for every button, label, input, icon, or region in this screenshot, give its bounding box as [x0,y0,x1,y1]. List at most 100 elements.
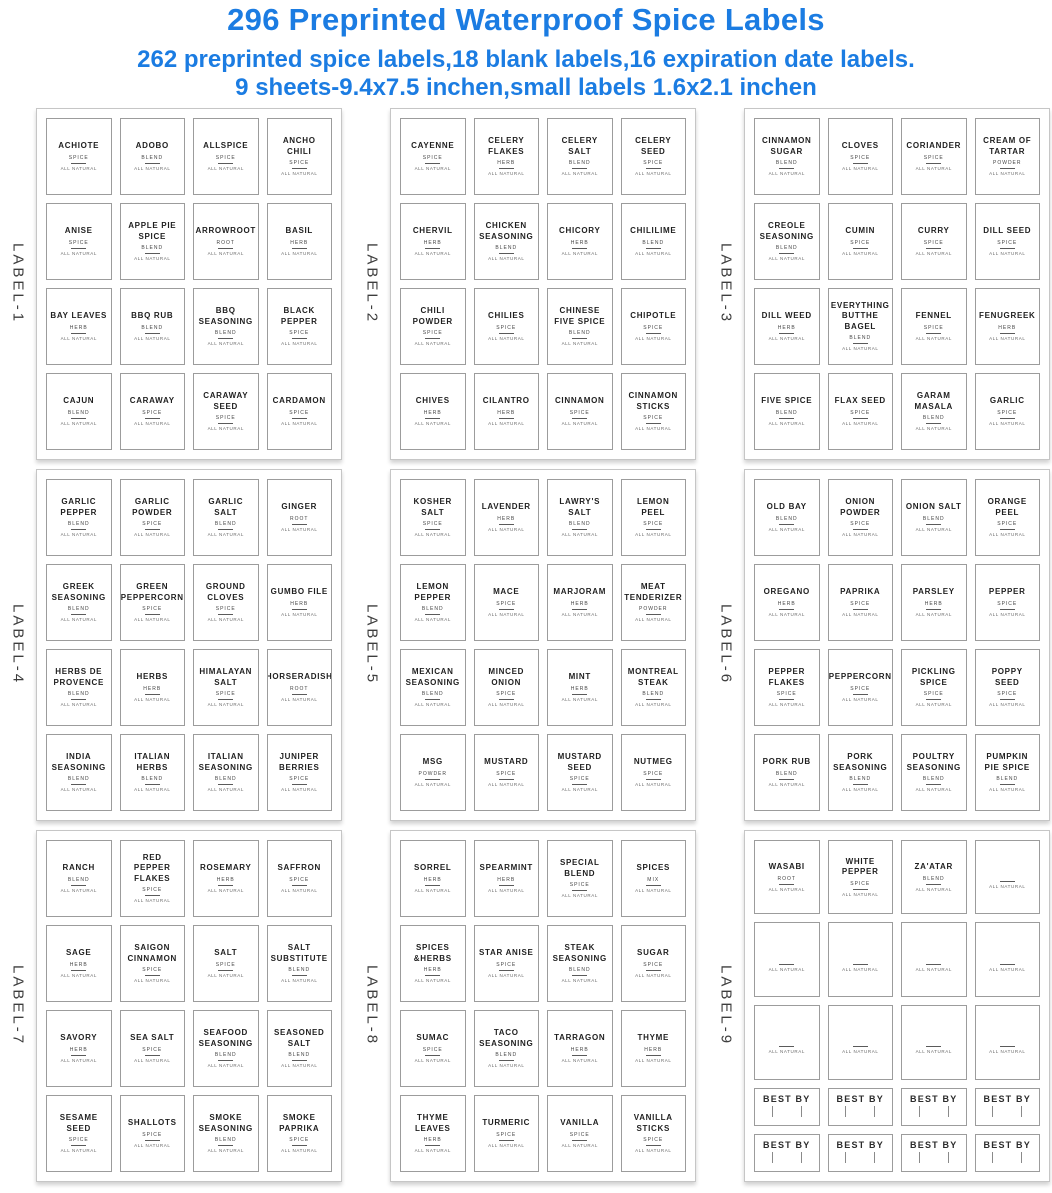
label-type: SPICE [569,776,590,783]
label-type: SPICE [923,154,944,161]
all-natural-text: ALL NATURAL [842,346,879,352]
all-natural-text: ALL NATURAL [768,420,805,426]
all-natural-text: ALL NATURAL [768,886,805,892]
label-type: HERB [290,600,309,607]
spice-label-card: HORSERADISH ROOT ALL NATURAL [266,648,332,726]
type-underline [645,332,661,334]
spice-label-card: SEASONED SALT BLEND ALL NATURAL [266,1009,332,1087]
spice-label-card: DILL SEED SPICE ALL NATURAL [974,202,1040,280]
blank-label-inner: ALL NATURAL [916,1044,952,1054]
type-underline [425,778,441,780]
date-divider [1021,1151,1023,1163]
spice-label-card: SMOKE SEASONING BLEND ALL NATURAL [193,1094,259,1172]
type-underline [218,699,234,701]
best-by-text: BEST BY [836,1093,884,1104]
label-name: SPEARMINT [479,863,533,873]
label-type: SPICE [215,154,236,161]
spice-label-card: PARSLEY HERB ALL NATURAL [901,563,967,641]
all-natural-text: ALL NATURAL [60,1057,97,1063]
sheet-side-label-text: LABEL-1 [9,243,27,325]
label-type: SPICE [923,239,944,246]
label-name: CUMIN [845,226,876,236]
all-natural-text: ALL NATURAL [207,165,244,171]
label-name: DILL WEED [761,311,812,321]
label-name: MONTREAL STEAK [627,667,679,687]
type-underline [144,895,160,897]
spice-label-card: BAY LEAVES HERB ALL NATURAL [46,287,112,365]
label-type: SPICE [496,600,517,607]
label-type: SPICE [289,1137,310,1144]
type-underline [779,778,795,780]
all-natural-text: ALL NATURAL [207,972,244,978]
label-name: BLACK PEPPER [280,306,318,326]
all-natural-text: ALL NATURAL [414,250,451,256]
all-natural-text: ALL NATURAL [561,171,598,177]
type-underline [71,1145,87,1147]
label-type: POWDER [418,770,447,777]
label-name: ADOBO [135,141,169,151]
type-underline [572,168,588,170]
date-divider [874,1105,876,1117]
all-natural-text: ALL NATURAL [915,1049,952,1055]
type-underline [779,699,795,701]
date-divider [845,1151,847,1163]
blank-label-inner: ALL NATURAL [989,1044,1025,1054]
best-by-text: BEST BY [983,1093,1031,1104]
best-by-text: BEST BY [910,1093,958,1104]
label-type: BLEND [214,521,237,528]
type-underline [498,332,514,334]
spice-label-card: CHILILIME BLEND ALL NATURAL [620,202,686,280]
all-natural-text: ALL NATURAL [989,171,1026,177]
spice-label-card: TARRAGON HERB ALL NATURAL [547,1009,613,1087]
type-underline [572,890,588,892]
spice-label-card: CUMIN SPICE ALL NATURAL [827,202,893,280]
spice-label-card: ITALIAN SEASONING BLEND ALL NATURAL [193,733,259,811]
type-underline [999,168,1015,170]
label-name: HERBS DE PROVENCE [53,667,104,687]
type-underline [999,247,1015,249]
label-name: GROUND CLOVES [205,582,246,602]
type-underline [852,888,868,890]
sheet-unit: LABEL-5 KOSHER SALT SPICE ALL NATURAL LAVEND… [354,468,696,821]
sheet-side-label-text: LABEL-4 [9,604,27,686]
spice-label-card: TACO SEASONING BLEND ALL NATURAL [473,1009,539,1087]
label-name: MARJORAM [553,587,607,597]
spice-label-card: CELERY SALT BLEND ALL NATURAL [547,117,613,195]
label-type: SPICE [923,691,944,698]
spice-label-card: HERBS HERB ALL NATURAL [119,648,185,726]
all-natural-text: ALL NATURAL [842,1049,879,1055]
blank-label-inner: ALL NATURAL [842,962,878,972]
label-type: SPICE [215,415,236,422]
all-natural-text: ALL NATURAL [207,532,244,538]
spice-label-card: BLACK PEPPER SPICE ALL NATURAL [266,287,332,365]
type-underline [291,523,307,525]
label-name: SORREL [413,863,452,873]
all-natural-text: ALL NATURAL [207,617,244,623]
label-name: RED PEPPER FLAKES [133,853,171,883]
spice-label-card: HERBS DE PROVENCE BLEND ALL NATURAL [46,648,112,726]
label-name: ORANGE PEEL [987,497,1027,517]
label-name: SPICES [636,863,671,873]
label-name: CARAWAY [129,396,175,406]
type-underline [645,969,661,971]
spice-label-card: SPECIAL BLEND SPICE ALL NATURAL [547,839,613,917]
label-name: TARRAGON [554,1033,606,1043]
type-underline [218,1060,234,1062]
label-name: HERBS [136,672,168,682]
spice-label-card: MINCED ONION SPICE ALL NATURAL [473,648,539,726]
type-underline [852,608,868,610]
sheet-unit: LABEL-4 GARLIC PEPPER BLEND ALL NATURAL GARL… [0,468,342,821]
label-type: HERB [143,685,162,692]
all-natural-text: ALL NATURAL [281,250,318,256]
all-natural-text: ALL NATURAL [488,611,525,617]
spice-label-card: SAVORY HERB ALL NATURAL [46,1009,112,1087]
label-name: ANISE [64,226,93,236]
label-sheet: OLD BAY BLEND ALL NATURAL ONION POWDER SPICE… [744,468,1050,821]
blank-label-inner: ALL NATURAL [769,962,805,972]
label-name: HIMALAYAN SALT [199,667,253,687]
label-type: BLEND [67,876,90,883]
sheet-side-label-text: LABEL-7 [9,965,27,1047]
spice-label-card: ORANGE PEEL SPICE ALL NATURAL [974,478,1040,556]
date-dividers [992,1151,1023,1163]
sheet-side-label-text: LABEL-5 [363,604,381,686]
